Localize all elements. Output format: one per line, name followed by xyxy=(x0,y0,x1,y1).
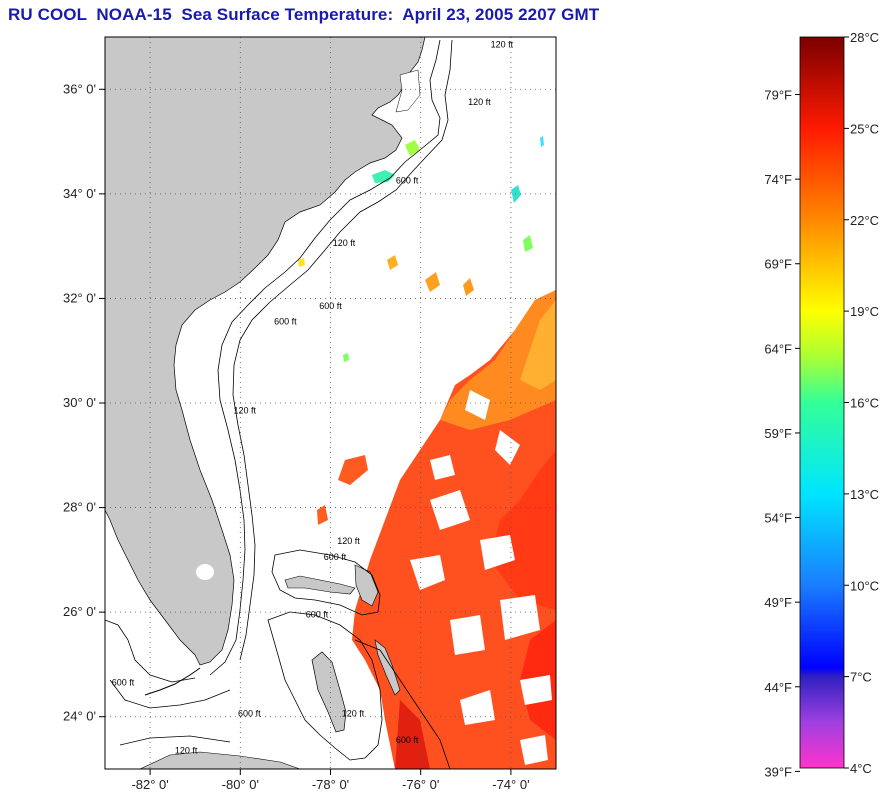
contour-label: 600 ft xyxy=(306,609,329,619)
lake-okeechobee xyxy=(196,564,214,580)
map-panel[interactable]: 120 ft 120 ft 600 ft 120 ft 600 ft 600 ft 120 … xyxy=(104,36,557,770)
celsius-tick-label: 19°C xyxy=(850,304,879,319)
contour-label: 120 ft xyxy=(342,709,365,719)
contour-label: 600 ft xyxy=(396,735,419,745)
land-eleuthera xyxy=(374,639,401,696)
contour-label: 120 ft xyxy=(337,536,360,546)
fahrenheit-tick-label: 44°F xyxy=(764,680,792,695)
map-axes: 36° 0' 34° 0' 32° 0' 30° 0' 28° 0' 26° 0' 24° … xyxy=(63,81,530,792)
contour-label: 120 ft xyxy=(175,745,198,755)
lat-tick-label: 26° 0' xyxy=(63,604,96,619)
fahrenheit-tick-label: 49°F xyxy=(764,595,792,610)
contour-label: 600 ft xyxy=(238,709,261,719)
pamlico-sound xyxy=(395,69,421,113)
colorbar-gradient xyxy=(799,36,845,769)
lon-tick-label: -74° 0' xyxy=(492,777,529,792)
celsius-tick-label: 16°C xyxy=(850,396,879,411)
lon-tick-label: -80° 0' xyxy=(222,777,259,792)
lat-tick-label: 34° 0' xyxy=(63,186,96,201)
lat-tick-label: 30° 0' xyxy=(63,395,96,410)
lat-tick-label: 24° 0' xyxy=(63,709,96,724)
celsius-tick-label: 22°C xyxy=(850,213,879,228)
fahrenheit-tick-label: 59°F xyxy=(764,426,792,441)
celsius-tick-label: 4°C xyxy=(850,761,872,776)
contour-label: 120 ft xyxy=(333,238,356,248)
celsius-tick-label: 28°C xyxy=(850,30,879,45)
lat-tick-label: 36° 0' xyxy=(63,81,96,96)
fahrenheit-tick-label: 64°F xyxy=(764,341,792,356)
celsius-tick-label: 7°C xyxy=(850,670,872,685)
contour-label: 120 ft xyxy=(491,39,514,49)
bathymetry-contours xyxy=(105,39,453,769)
celsius-tick-label: 10°C xyxy=(850,578,879,593)
celsius-tick-label: 25°C xyxy=(850,121,879,136)
sst-data-layer xyxy=(298,136,556,769)
contour-label: 600 ft xyxy=(324,552,347,562)
land-cuba xyxy=(139,751,301,769)
fahrenheit-tick-label: 39°F xyxy=(764,764,792,779)
fahrenheit-tick-label: 69°F xyxy=(764,257,792,272)
contour-label: 600 ft xyxy=(112,677,135,687)
grid-lines xyxy=(105,37,556,769)
fahrenheit-tick-label: 79°F xyxy=(764,88,792,103)
celsius-tick-label: 13°C xyxy=(850,487,879,502)
lat-tick-label: 32° 0' xyxy=(63,290,96,305)
contour-label: 600 ft xyxy=(319,301,342,311)
fahrenheit-tick-label: 74°F xyxy=(764,172,792,187)
contour-label: 120 ft xyxy=(234,405,257,415)
florida-keys xyxy=(144,667,201,696)
contour-label: 600 ft xyxy=(274,317,297,327)
lat-tick-label: 28° 0' xyxy=(63,500,96,515)
land-grand-bahama xyxy=(284,575,356,595)
lon-tick-label: -78° 0' xyxy=(312,777,349,792)
colorbar: 4°C 7°C 10°C 13°C 16°C 19°C 22°C 25°C 28°C 39°F 44… xyxy=(764,30,879,779)
contour-label: 600 ft xyxy=(396,175,419,185)
contour-label: 120 ft xyxy=(468,97,491,107)
chart-title: RU COOL NOAA-15 Sea Surface Temperature:… xyxy=(8,5,600,24)
land-bahamas xyxy=(311,651,347,733)
lon-tick-label: -82° 0' xyxy=(131,777,168,792)
contour-labels: 120 ft 120 ft 600 ft 120 ft 600 ft 600 ft 120 … xyxy=(112,39,514,755)
land-abaco xyxy=(354,564,379,607)
fahrenheit-tick-label: 54°F xyxy=(764,511,792,526)
lon-tick-label: -76° 0' xyxy=(402,777,439,792)
